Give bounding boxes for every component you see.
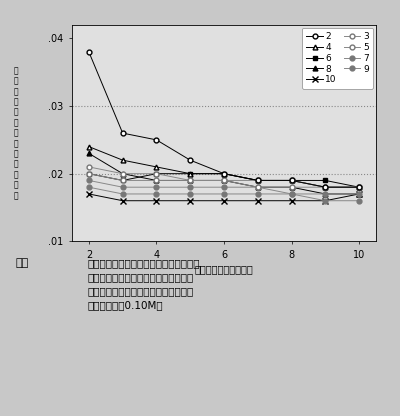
Legend: 2, 4, 6, 8, 10, 3, 5, 7, 9: 2, 4, 6, 8, 10, 3, 5, 7, 9 <box>302 28 373 89</box>
9 <box>357 198 362 203</box>
3 <box>323 185 328 190</box>
5 <box>357 185 362 190</box>
6 <box>357 185 362 190</box>
Line: 7: 7 <box>86 178 362 196</box>
10 <box>86 191 91 196</box>
4 <box>289 178 294 183</box>
10 <box>357 191 362 196</box>
9 <box>188 191 193 196</box>
6 <box>86 171 91 176</box>
10 <box>188 198 193 203</box>
4 <box>222 171 226 176</box>
7 <box>357 191 362 196</box>
6 <box>120 178 125 183</box>
2 <box>289 178 294 183</box>
7 <box>222 185 226 190</box>
9 <box>120 191 125 196</box>
Line: 4: 4 <box>86 144 362 190</box>
8 <box>255 185 260 190</box>
9 <box>255 191 260 196</box>
3 <box>357 185 362 190</box>
10 <box>120 198 125 203</box>
4 <box>86 144 91 149</box>
5 <box>222 178 226 183</box>
10 <box>289 198 294 203</box>
9 <box>289 191 294 196</box>
X-axis label: 雄家系の対立遺伝子数: 雄家系の対立遺伝子数 <box>195 264 253 274</box>
Text: 図２: 図２ <box>16 258 29 268</box>
Line: 6: 6 <box>86 171 362 190</box>
5 <box>120 178 125 183</box>
Text: 対立遺伝子数とマーカー間の距離の推
定値の平均二乗誤差平方根との関係。
凡例は雌家系の対立遺伝子数。マーカ
ー間の距離は0.10M。: 対立遺伝子数とマーカー間の距離の推 定値の平均二乗誤差平方根との関係。 凡例は雌… <box>88 258 200 310</box>
2 <box>255 178 260 183</box>
7 <box>154 185 159 190</box>
7 <box>188 185 193 190</box>
2 <box>357 185 362 190</box>
Line: 2: 2 <box>86 50 362 190</box>
4 <box>323 185 328 190</box>
8 <box>188 178 193 183</box>
Line: 8: 8 <box>86 151 362 196</box>
7 <box>86 178 91 183</box>
5 <box>323 185 328 190</box>
8 <box>357 191 362 196</box>
4 <box>120 158 125 163</box>
9 <box>154 191 159 196</box>
5 <box>154 178 159 183</box>
4 <box>255 178 260 183</box>
5 <box>86 171 91 176</box>
4 <box>154 164 159 169</box>
5 <box>255 185 260 190</box>
Line: 3: 3 <box>86 164 362 190</box>
3 <box>289 178 294 183</box>
Line: 9: 9 <box>86 185 362 203</box>
7 <box>255 185 260 190</box>
Text: 推
定
値
の
平
均
二
乗
誤
差
平
方
根: 推 定 値 の 平 均 二 乗 誤 差 平 方 根 <box>14 66 18 200</box>
7 <box>289 191 294 196</box>
10 <box>222 198 226 203</box>
8 <box>120 171 125 176</box>
3 <box>188 178 193 183</box>
8 <box>86 151 91 156</box>
6 <box>154 171 159 176</box>
8 <box>323 191 328 196</box>
10 <box>154 198 159 203</box>
7 <box>323 191 328 196</box>
3 <box>86 164 91 169</box>
4 <box>188 171 193 176</box>
3 <box>120 171 125 176</box>
5 <box>188 178 193 183</box>
2 <box>86 50 91 54</box>
6 <box>222 171 226 176</box>
8 <box>289 185 294 190</box>
8 <box>222 178 226 183</box>
6 <box>255 178 260 183</box>
3 <box>255 178 260 183</box>
10 <box>323 198 328 203</box>
6 <box>289 178 294 183</box>
Line: 5: 5 <box>86 171 362 190</box>
10 <box>255 198 260 203</box>
6 <box>323 178 328 183</box>
5 <box>289 185 294 190</box>
Line: 10: 10 <box>86 191 362 203</box>
4 <box>357 185 362 190</box>
9 <box>323 198 328 203</box>
2 <box>323 185 328 190</box>
2 <box>188 158 193 163</box>
2 <box>154 137 159 142</box>
6 <box>188 171 193 176</box>
2 <box>222 171 226 176</box>
3 <box>154 171 159 176</box>
7 <box>120 185 125 190</box>
9 <box>86 185 91 190</box>
3 <box>222 178 226 183</box>
2 <box>120 131 125 136</box>
9 <box>222 191 226 196</box>
8 <box>154 178 159 183</box>
